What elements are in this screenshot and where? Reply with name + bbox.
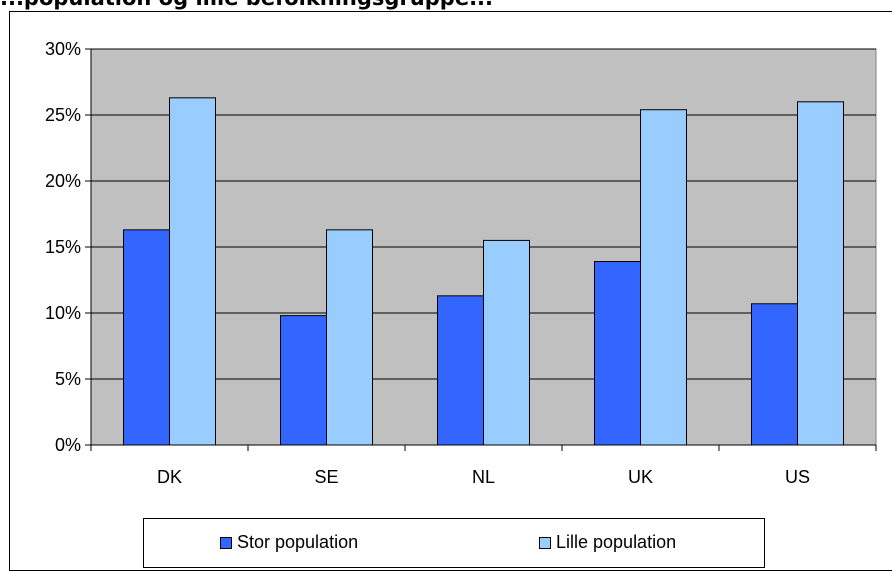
chart-title: ...population og lille befolkningsgruppe…	[0, 0, 493, 10]
legend-label-lille-population: Lille population	[556, 532, 677, 552]
bar-nl-lille-population	[483, 239, 530, 446]
axes	[85, 48, 877, 451]
legend: Stor population Lille population	[143, 518, 765, 568]
y-tick-label: 25%	[45, 105, 81, 125]
legend-item-lille-population: Lille population	[539, 532, 676, 553]
y-tick-label: 10%	[45, 303, 81, 323]
y-tick-label: 0%	[55, 435, 81, 455]
bar-us-lille-population	[797, 101, 844, 446]
x-tick-label: SE	[314, 467, 338, 487]
x-tick-label: UK	[628, 467, 653, 487]
bar-us-stor-population	[751, 303, 798, 446]
y-tick-labels: 0% 5% 10% 15% 20% 25% 30%	[45, 39, 81, 455]
bar-uk-lille-population	[640, 109, 687, 446]
y-tick-label: 15%	[45, 237, 81, 257]
y-tick-label: 5%	[55, 369, 81, 389]
legend-label-stor-population: Stor population	[237, 532, 359, 552]
y-tick-label: 20%	[45, 171, 81, 191]
bar-dk-stor-population	[123, 229, 170, 446]
legend-item-stor-population: Stor population	[220, 532, 358, 553]
x-tick-label: DK	[157, 467, 182, 487]
x-tick-label: US	[785, 467, 810, 487]
legend-swatch-stor-population	[220, 536, 232, 549]
bar-se-stor-population	[280, 315, 327, 446]
bars	[123, 97, 844, 446]
legend-swatch-lille-population	[539, 536, 551, 549]
x-tick-label: NL	[472, 467, 495, 487]
x-tick-labels: DK SE NL UK US	[157, 467, 810, 487]
y-tick-label: 30%	[45, 39, 81, 59]
bar-uk-stor-population	[594, 261, 641, 446]
bar-se-lille-population	[326, 229, 373, 446]
bar-nl-stor-population	[437, 295, 484, 446]
bar-dk-lille-population	[169, 97, 216, 446]
